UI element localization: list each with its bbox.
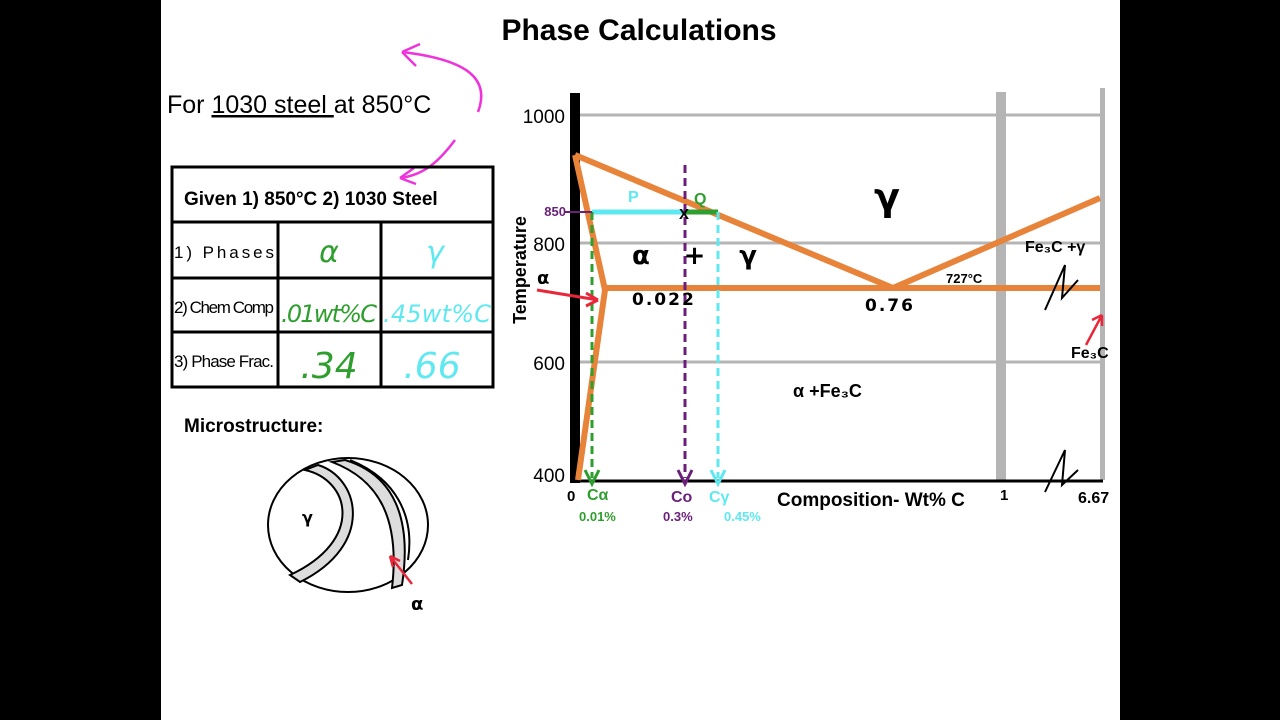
annotation-arrow-icon bbox=[401, 42, 483, 113]
region-alpha-gamma: α + γ bbox=[632, 241, 757, 271]
c-gamma-symbol: Cγ bbox=[709, 489, 730, 506]
c-alpha-arrow-icon bbox=[583, 469, 601, 488]
given-table bbox=[170, 165, 495, 389]
microstructure-label: Microstructure: bbox=[184, 416, 323, 437]
alpha-pointer-arrow-icon bbox=[388, 554, 413, 585]
region-fe3c: Fe₃C bbox=[1071, 345, 1109, 362]
axis-break-icon bbox=[1044, 264, 1079, 311]
x-tick: 0 bbox=[567, 488, 575, 505]
phase-diagram: Temperature 1000 800 600 400 850 0 1 6.6… bbox=[510, 88, 1109, 524]
row-label: 2) Chem Comp bbox=[174, 298, 274, 317]
c-o-value: 0.3% bbox=[663, 509, 693, 524]
temp-marker-850: 850 bbox=[544, 204, 566, 219]
alpha-phase-label: α bbox=[411, 594, 423, 615]
label-076: 0.76 bbox=[865, 296, 915, 316]
fe3c-pointer-arrow-icon bbox=[1084, 313, 1104, 346]
cell-comp-b: .45wt%C bbox=[383, 300, 491, 328]
region-gamma: γ bbox=[874, 175, 900, 219]
x-tick: 6.67 bbox=[1078, 490, 1109, 507]
y-tick: 1000 bbox=[523, 107, 565, 128]
axis-break-icon bbox=[1044, 449, 1079, 493]
y-tick: 800 bbox=[533, 235, 565, 256]
x-axis-label: Composition- Wt% C bbox=[777, 490, 965, 511]
x-tick: 1 bbox=[1000, 487, 1008, 504]
cell-phase-b: γ bbox=[426, 235, 446, 270]
region-alpha: α bbox=[537, 268, 549, 289]
y-axis-label: Temperature bbox=[510, 216, 530, 324]
c-gamma-value: 0.45% bbox=[724, 509, 761, 524]
slide-title: Phase Calculations bbox=[501, 14, 776, 47]
y-axis bbox=[570, 93, 580, 483]
label-x: X bbox=[679, 206, 689, 223]
cell-phase-a: α bbox=[319, 235, 339, 270]
label-q: Q bbox=[694, 191, 706, 208]
alpha-pointer-arrow-icon bbox=[536, 288, 599, 308]
label-727: 727°C bbox=[946, 271, 983, 286]
row-label: 1) Phases bbox=[174, 243, 274, 262]
cell-frac-b: .66 bbox=[403, 346, 460, 387]
label-p: P bbox=[628, 189, 639, 206]
cell-comp-a: .01wt%C bbox=[281, 300, 377, 328]
annotation-arrow-icon bbox=[399, 139, 456, 186]
y-tick: 600 bbox=[533, 354, 565, 375]
region-fe3c-gamma: Fe₃C +γ bbox=[1025, 239, 1085, 256]
slide bbox=[161, 0, 1120, 720]
label-0022: 0.022 bbox=[632, 290, 696, 310]
microstructure-drawing: γ α bbox=[267, 457, 429, 615]
c-o-arrow-icon bbox=[676, 469, 694, 488]
c-o-symbol: Co bbox=[671, 489, 693, 506]
row-label: 3) Phase Frac. bbox=[174, 352, 274, 371]
table-header: Given 1) 850°C 2) 1030 Steel bbox=[184, 189, 438, 210]
region-alpha-fe3c: α +Fe₃C bbox=[793, 381, 862, 401]
c-alpha-value: 0.01% bbox=[579, 509, 616, 524]
cell-frac-a: .34 bbox=[300, 346, 357, 387]
prompt: For 1030 steel at 850°C bbox=[167, 91, 431, 119]
gamma-grain-label: γ bbox=[302, 508, 313, 527]
c-alpha-symbol: Cα bbox=[587, 487, 609, 504]
c-gamma-arrow-icon bbox=[709, 469, 727, 488]
y-tick: 400 bbox=[533, 466, 565, 487]
